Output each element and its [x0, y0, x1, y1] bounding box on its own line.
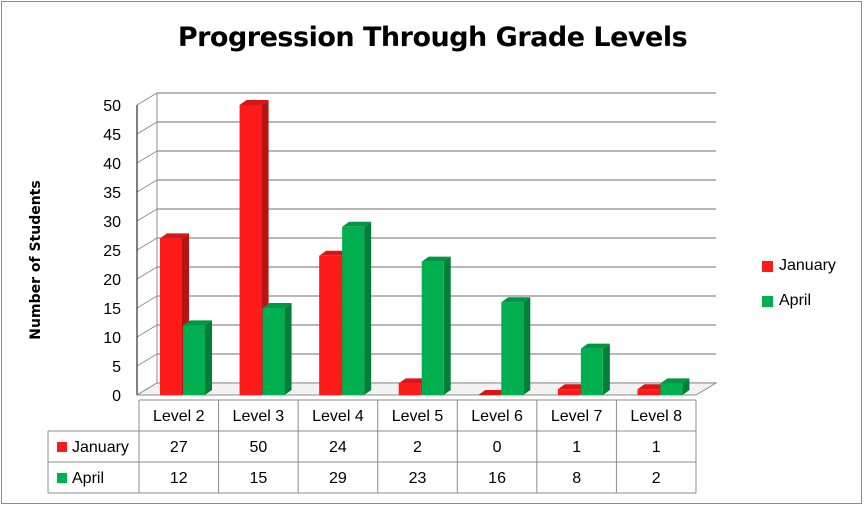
bar-january-level-2-top — [160, 233, 189, 239]
bar-april-level-8-top — [660, 378, 690, 384]
bar-april-level-8-front — [660, 383, 683, 395]
y-tick-label-10: 10 — [103, 330, 121, 347]
bar-april-level-7-top — [580, 343, 610, 349]
y-tick-label-20: 20 — [103, 272, 121, 289]
bar-january-level-2-front — [160, 238, 182, 395]
bar-january-level-6-top — [478, 390, 508, 395]
table-value-april-level-7: 8 — [572, 470, 581, 487]
legend-item-january: January — [762, 257, 836, 275]
bar-april-level-4 — [342, 221, 372, 395]
bar-april-level-7-side — [602, 343, 610, 395]
bar-april-level-2-side — [205, 320, 212, 395]
bar-april-level-8 — [660, 378, 690, 395]
table-value-january-level-4: 24 — [329, 439, 347, 456]
bar-april-level-2-top — [183, 320, 212, 326]
y-tick-label-0: 0 — [112, 388, 121, 405]
x-tick-label-level-2: Level 2 — [153, 408, 205, 425]
bar-april-level-5-front — [421, 261, 444, 395]
table-series-label-april: April — [72, 470, 104, 487]
bar-january-level-5-top — [398, 378, 428, 384]
wall-tick-45 — [136, 121, 158, 135]
bar-april-level-7 — [580, 343, 610, 395]
bar-april-level-5-side — [443, 256, 451, 395]
wall-tick-50 — [136, 92, 158, 106]
table-value-january-level-7: 1 — [572, 439, 581, 456]
table-value-april-level-6: 16 — [488, 470, 506, 487]
bar-april-level-4-top — [342, 221, 372, 227]
bar-january-level-7-top — [557, 384, 587, 390]
bar-april-level-4-front — [342, 226, 365, 395]
table-value-april-level-4: 29 — [329, 470, 347, 487]
x-tick-label-level-8: Level 8 — [630, 408, 682, 425]
bar-january-level-4-top — [319, 250, 349, 256]
bar-january-level-7-front — [557, 389, 580, 395]
x-tick-label-level-3: Level 3 — [233, 408, 285, 425]
bar-april-level-6-side — [523, 297, 531, 395]
bar-april-level-6 — [501, 297, 531, 395]
y-tick-label-25: 25 — [103, 243, 121, 260]
y-tick-label-30: 30 — [103, 214, 121, 231]
wall-tick-40 — [136, 150, 158, 164]
bar-april-level-5 — [421, 256, 451, 395]
wall-tick-25 — [136, 237, 158, 251]
wall-tick-10 — [136, 324, 158, 338]
table-value-january-level-5: 2 — [413, 439, 422, 456]
y-tick-label-50: 50 — [103, 98, 121, 115]
x-tick-label-level-7: Level 7 — [551, 408, 603, 425]
legend-label-january: January — [779, 257, 836, 274]
legend-swatch-april — [762, 295, 773, 307]
bar-april-level-3-front — [262, 308, 285, 395]
bar-january-level-2 — [160, 233, 189, 395]
table-swatch-january — [57, 442, 67, 452]
bar-april-level-3-side — [284, 303, 292, 395]
bar-january-level-4-front — [319, 255, 342, 395]
bar-april-level-5-top — [421, 256, 451, 262]
legend-item-april: April — [762, 292, 811, 310]
bar-april-level-6-top — [501, 297, 531, 303]
bar-january-level-3-front — [239, 105, 262, 395]
x-tick-label-level-4: Level 4 — [312, 408, 364, 425]
bar-april-level-3 — [262, 303, 292, 395]
bar-april-level-7-front — [580, 348, 603, 395]
table-series-label-january: January — [72, 439, 129, 456]
wall-tick-15 — [136, 295, 158, 309]
bar-april-level-2 — [183, 320, 212, 395]
chart-title: Progression Through Grade Levels — [177, 22, 688, 53]
table-value-april-level-5: 23 — [409, 470, 427, 487]
bar-april-level-2-front — [183, 325, 205, 395]
table-value-january-level-6: 0 — [493, 439, 502, 456]
table-value-january-level-2: 27 — [170, 439, 188, 456]
bar-january-level-3-top — [239, 100, 269, 105]
table-value-april-level-3: 15 — [249, 470, 267, 487]
y-tick-label-40: 40 — [103, 156, 121, 173]
y-tick-label-35: 35 — [103, 185, 121, 202]
table-value-april-level-2: 12 — [170, 470, 188, 487]
bar-january-level-6 — [478, 390, 508, 395]
y-tick-label-15: 15 — [103, 301, 121, 318]
y-tick-label-5: 5 — [112, 359, 121, 376]
table-swatch-april — [57, 473, 67, 483]
wall-tick-35 — [136, 179, 158, 193]
wall-tick-20 — [136, 266, 158, 280]
bar-january-level-5-front — [398, 383, 421, 395]
table-value-january-level-3: 50 — [249, 439, 267, 456]
bar-april-level-6-front — [501, 302, 524, 395]
bar-january-level-8-top — [637, 384, 667, 390]
bar-april-level-8-side — [682, 378, 690, 395]
bar-april-level-4-side — [364, 221, 372, 395]
table-value-april-level-8: 2 — [652, 470, 661, 487]
x-tick-label-level-6: Level 6 — [471, 408, 523, 425]
wall-tick-30 — [136, 208, 158, 222]
bar-january-level-8-front — [637, 389, 660, 395]
table-value-january-level-8: 1 — [652, 439, 661, 456]
legend-swatch-january — [762, 260, 773, 272]
bar-april-level-3-top — [262, 303, 292, 308]
legend-label-april: April — [779, 292, 812, 309]
wall-tick-5 — [136, 353, 158, 367]
y-tick-label-45: 45 — [103, 127, 121, 144]
x-tick-label-level-5: Level 5 — [392, 408, 444, 425]
